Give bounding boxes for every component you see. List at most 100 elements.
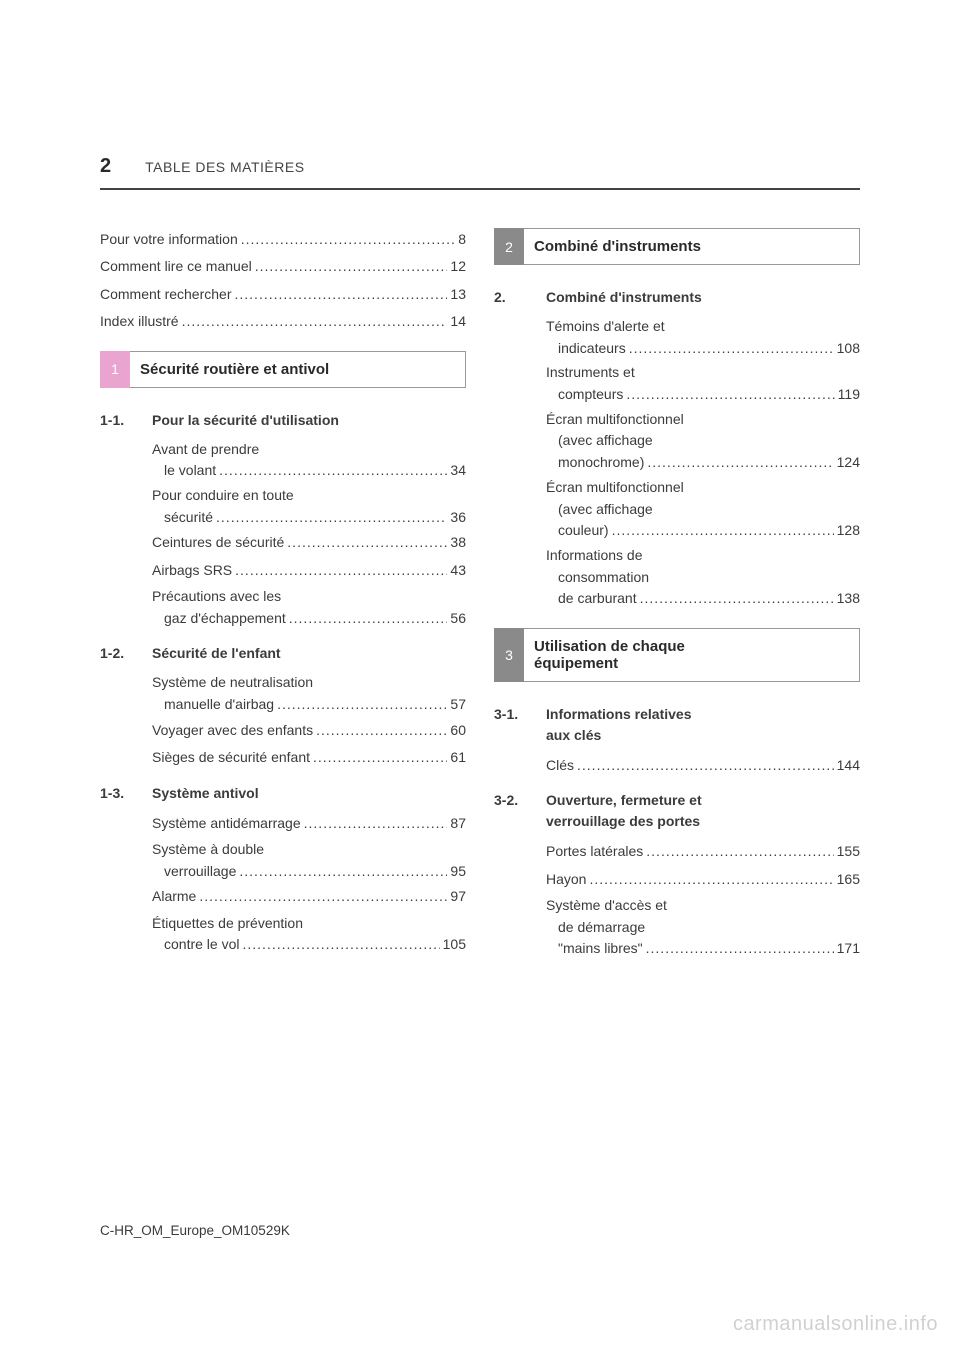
toc-entry: Portes latérales 155 [494, 840, 860, 862]
subsection-title: Ouverture, fermeture et verrouillage des… [546, 790, 860, 832]
section-title-3: Utilisation de chaque équipement [524, 628, 860, 682]
toc-page: 97 [450, 885, 466, 907]
right-column: 2 Combiné d'instruments 2. Combiné d'ins… [494, 228, 860, 963]
toc-page: 165 [837, 868, 860, 890]
subsection-title: Sécurité de l'enfant [152, 643, 466, 664]
toc-label-line1: Pour conduire en toute [152, 485, 466, 507]
toc-label-line2: le volant 34 [152, 460, 466, 482]
toc-entry: Système de neutralisation manuelle d'air… [100, 672, 466, 715]
toc-line: Comment lire ce manuel 12 [100, 255, 466, 277]
section-tab-1: 1 [100, 351, 130, 388]
toc-entry: Informations de consommation de carburan… [494, 545, 860, 610]
toc-entry: Précautions avec les gaz d'échappement 5… [100, 586, 466, 629]
subsection-number: 1-1. [100, 410, 152, 431]
subsection-heading: 3-1. Informations relatives aux clés [494, 704, 860, 746]
toc-dots [182, 310, 448, 332]
section-tab-2: 2 [494, 228, 524, 265]
toc-entry: Airbags SRS 43 [100, 559, 466, 581]
watermark-text: carmanualsonline.info [733, 1313, 938, 1336]
toc-page: 95 [450, 861, 466, 883]
toc-label-line1: Avant de prendre [152, 439, 466, 461]
toc-page: 138 [837, 588, 860, 610]
toc-label-line2: gaz d'échappement 56 [152, 608, 466, 630]
toc-entry: Ceintures de sécurité 38 [100, 531, 466, 553]
toc-entry: Écran multifonctionnel (avec affichage c… [494, 477, 860, 542]
toc-label: Index illustré [100, 310, 179, 332]
toc-entry: Témoins d'alerte et indicateurs 108 [494, 316, 860, 359]
header-title: TABLE DES MATIÈRES [145, 159, 304, 175]
toc-page: 144 [837, 754, 860, 776]
toc-label-line2: sécurité 36 [152, 507, 466, 529]
toc-page: 43 [450, 559, 466, 581]
toc-entry: Étiquettes de prévention contre le vol 1… [100, 913, 466, 956]
toc-page: 128 [837, 520, 860, 542]
section-tab-3: 3 [494, 628, 524, 682]
toc-entry: Clés 144 [494, 754, 860, 776]
toc-page: 155 [837, 840, 860, 862]
page: 2 TABLE DES MATIÈRES Pour votre informat… [0, 0, 960, 1358]
section-banner-1: 1 Sécurité routière et antivol [100, 351, 466, 388]
toc-label-line1: Précautions avec les [152, 586, 466, 608]
subsection-title: Combiné d'instruments [546, 287, 860, 308]
subsection-title: Pour la sécurité d'utilisation [152, 410, 466, 431]
toc-page: 124 [837, 452, 860, 474]
section-title-1: Sécurité routière et antivol [130, 351, 466, 388]
section-title-2: Combiné d'instruments [524, 228, 860, 265]
toc-page: 13 [450, 283, 466, 305]
toc-entry: Écran multifonctionnel (avec affichage m… [494, 409, 860, 474]
toc-page: 57 [450, 694, 466, 716]
subsection-heading: 3-2. Ouverture, fermeture et verrouillag… [494, 790, 860, 832]
section-banner-3: 3 Utilisation de chaque équipement [494, 628, 860, 682]
toc-entry: Pour conduire en toute sécurité 36 [100, 485, 466, 528]
toc-entry: Système d'accès et de démarrage "mains l… [494, 895, 860, 960]
page-number: 2 [100, 155, 111, 178]
toc-page: 171 [837, 938, 860, 960]
toc-entry: Hayon 165 [494, 868, 860, 890]
subsection-number: 3-2. [494, 790, 546, 832]
toc-page: 56 [450, 608, 466, 630]
content-columns: Pour votre information 8 Comment lire ce… [0, 190, 960, 963]
footer-document-code: C-HR_OM_Europe_OM10529K [100, 1223, 290, 1238]
subsection-heading: 1-2. Sécurité de l'enfant [100, 643, 466, 664]
toc-page: 119 [838, 384, 860, 406]
toc-dots [235, 283, 448, 305]
toc-page: 38 [450, 531, 466, 553]
subsection-number: 2. [494, 287, 546, 308]
toc-entry: Voyager avec des enfants 60 [100, 719, 466, 741]
subsection-heading: 1-3. Système antivol [100, 783, 466, 804]
left-column: Pour votre information 8 Comment lire ce… [100, 228, 466, 963]
toc-label: Pour votre information [100, 228, 238, 250]
subsection-number: 1-3. [100, 783, 152, 804]
toc-page: 36 [450, 507, 466, 529]
toc-entry: Alarme 97 [100, 885, 466, 907]
toc-page: 8 [458, 228, 466, 250]
toc-page: 108 [837, 338, 860, 360]
toc-page: 60 [450, 719, 466, 741]
running-header: 2 TABLE DES MATIÈRES [0, 155, 960, 178]
toc-label: Comment rechercher [100, 283, 232, 305]
toc-dots [241, 228, 455, 250]
subsection-heading: 2. Combiné d'instruments [494, 287, 860, 308]
toc-entry: Système antidémarrage 87 [100, 812, 466, 834]
toc-entry: Avant de prendre le volant 34 [100, 439, 466, 482]
toc-entry: Système à double verrouillage 95 [100, 839, 466, 882]
subsection-heading: 1-1. Pour la sécurité d'utilisation [100, 410, 466, 431]
toc-dots [255, 255, 448, 277]
toc-line: Comment rechercher 13 [100, 283, 466, 305]
toc-page: 61 [450, 746, 466, 768]
toc-entry: Sièges de sécurité enfant 61 [100, 746, 466, 768]
section-banner-2: 2 Combiné d'instruments [494, 228, 860, 265]
toc-page: 87 [450, 812, 466, 834]
subsection-number: 1-2. [100, 643, 152, 664]
toc-page: 12 [450, 255, 466, 277]
toc-line: Pour votre information 8 [100, 228, 466, 250]
toc-page: 105 [443, 934, 466, 956]
subsection-title: Informations relatives aux clés [546, 704, 860, 746]
subsection-title: Système antivol [152, 783, 466, 804]
toc-page: 34 [450, 460, 466, 482]
subsection-number: 3-1. [494, 704, 546, 746]
toc-label: Comment lire ce manuel [100, 255, 252, 277]
toc-page: 14 [450, 310, 466, 332]
toc-entry: Instruments et compteurs 119 [494, 362, 860, 405]
toc-line: Index illustré 14 [100, 310, 466, 332]
